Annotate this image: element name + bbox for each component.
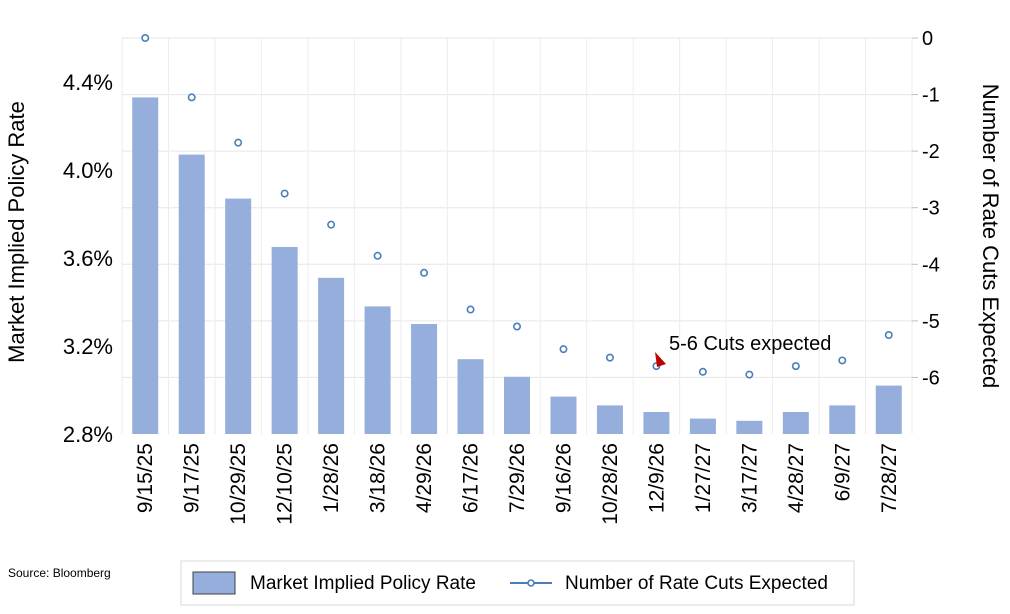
- data-point: [559, 345, 568, 354]
- right-tick-label: -3: [922, 198, 940, 220]
- bar: [736, 420, 763, 434]
- right-axis-title: Number of Rate Cuts Expected: [978, 84, 1003, 388]
- x-tick-label: 6/9/27: [831, 443, 854, 501]
- x-tick-label: 12/10/25: [274, 443, 297, 525]
- bar: [829, 405, 856, 434]
- bar: [457, 359, 484, 434]
- x-tick-label: 7/28/27: [878, 443, 901, 513]
- x-tick-label: 7/29/26: [506, 443, 529, 513]
- left-tick-label: 3.2%: [63, 334, 113, 359]
- x-tick-label: 1/28/26: [320, 443, 343, 513]
- bar: [550, 396, 577, 434]
- right-tick-label: -4: [922, 254, 940, 276]
- left-tick-label: 4.4%: [63, 70, 113, 95]
- x-tick-label: 9/16/26: [552, 443, 575, 513]
- data-point: [234, 138, 243, 147]
- x-tick-label: 9/17/25: [181, 443, 204, 513]
- bar-series: [132, 97, 902, 435]
- annotation-arrowhead: [655, 352, 666, 367]
- annotation-label: 5-6 Cuts expected: [669, 333, 831, 355]
- x-tick-label: 9/15/25: [134, 443, 157, 513]
- right-tick-label: -1: [922, 85, 940, 107]
- left-axis: 2.8% 3.2% 3.6% 4.0% 4.4%: [63, 70, 113, 447]
- data-point: [884, 330, 893, 339]
- source-note: Source: Bloomberg: [8, 566, 111, 580]
- x-tick-label: 1/27/27: [692, 443, 715, 513]
- legend-label-rate-cuts: Number of Rate Cuts Expected: [565, 573, 828, 594]
- bar: [225, 198, 252, 434]
- legend-swatch-bar: [192, 571, 236, 595]
- bar: [689, 418, 716, 434]
- left-tick-label: 2.8%: [63, 422, 113, 447]
- data-point: [745, 370, 754, 379]
- data-point: [373, 251, 382, 260]
- annotation: 5-6 Cuts expected: [655, 333, 831, 367]
- x-tick-label: 4/29/26: [413, 443, 436, 513]
- data-point: [466, 305, 475, 314]
- data-point: [327, 220, 336, 229]
- legend: Market Implied Policy Rate Number of Rat…: [180, 560, 855, 606]
- x-tick-label: 3/18/26: [367, 443, 390, 513]
- bar: [596, 405, 623, 434]
- bar: [875, 385, 902, 434]
- data-point: [698, 367, 707, 376]
- data-point: [280, 189, 289, 198]
- right-tick-label: 0: [922, 28, 933, 50]
- x-tick-label: 4/28/27: [785, 443, 808, 513]
- bar: [411, 324, 438, 434]
- legend-swatch-marker: [527, 579, 535, 587]
- left-axis-title: Market Implied Policy Rate: [4, 101, 29, 363]
- left-tick-label: 3.6%: [63, 246, 113, 271]
- data-point: [838, 356, 847, 365]
- bar: [318, 277, 345, 434]
- x-axis: 9/15/25 9/17/25 10/29/25 12/10/25 1/28/26 3/1…: [134, 443, 901, 525]
- right-axis: 0 -1 -2 -3 -4 -5 -6: [912, 28, 940, 389]
- x-tick-label: 12/9/26: [645, 443, 668, 513]
- bar: [132, 97, 159, 435]
- x-tick-label: 6/17/26: [460, 443, 483, 513]
- x-tick-label: 10/29/25: [227, 443, 250, 525]
- bar: [504, 376, 530, 434]
- gridlines: [121, 37, 913, 434]
- x-tick-label: 3/17/27: [738, 443, 761, 513]
- bar: [271, 247, 298, 434]
- bar: [782, 412, 809, 434]
- data-point: [420, 268, 429, 277]
- legend-label-policy-rate: Market Implied Policy Rate: [250, 573, 476, 594]
- data-point: [791, 362, 800, 371]
- left-tick-label: 4.0%: [63, 158, 113, 183]
- right-tick-label: -6: [922, 367, 940, 389]
- bar: [364, 306, 391, 434]
- data-point: [605, 353, 614, 362]
- data-point: [512, 322, 521, 331]
- bar: [643, 412, 670, 434]
- x-tick-label: 10/28/26: [599, 443, 622, 525]
- marker-series: [141, 33, 893, 379]
- data-point: [141, 33, 150, 42]
- bar: [178, 154, 205, 434]
- data-point: [187, 93, 196, 102]
- right-tick-label: -2: [922, 141, 940, 163]
- right-tick-label: -5: [922, 311, 940, 333]
